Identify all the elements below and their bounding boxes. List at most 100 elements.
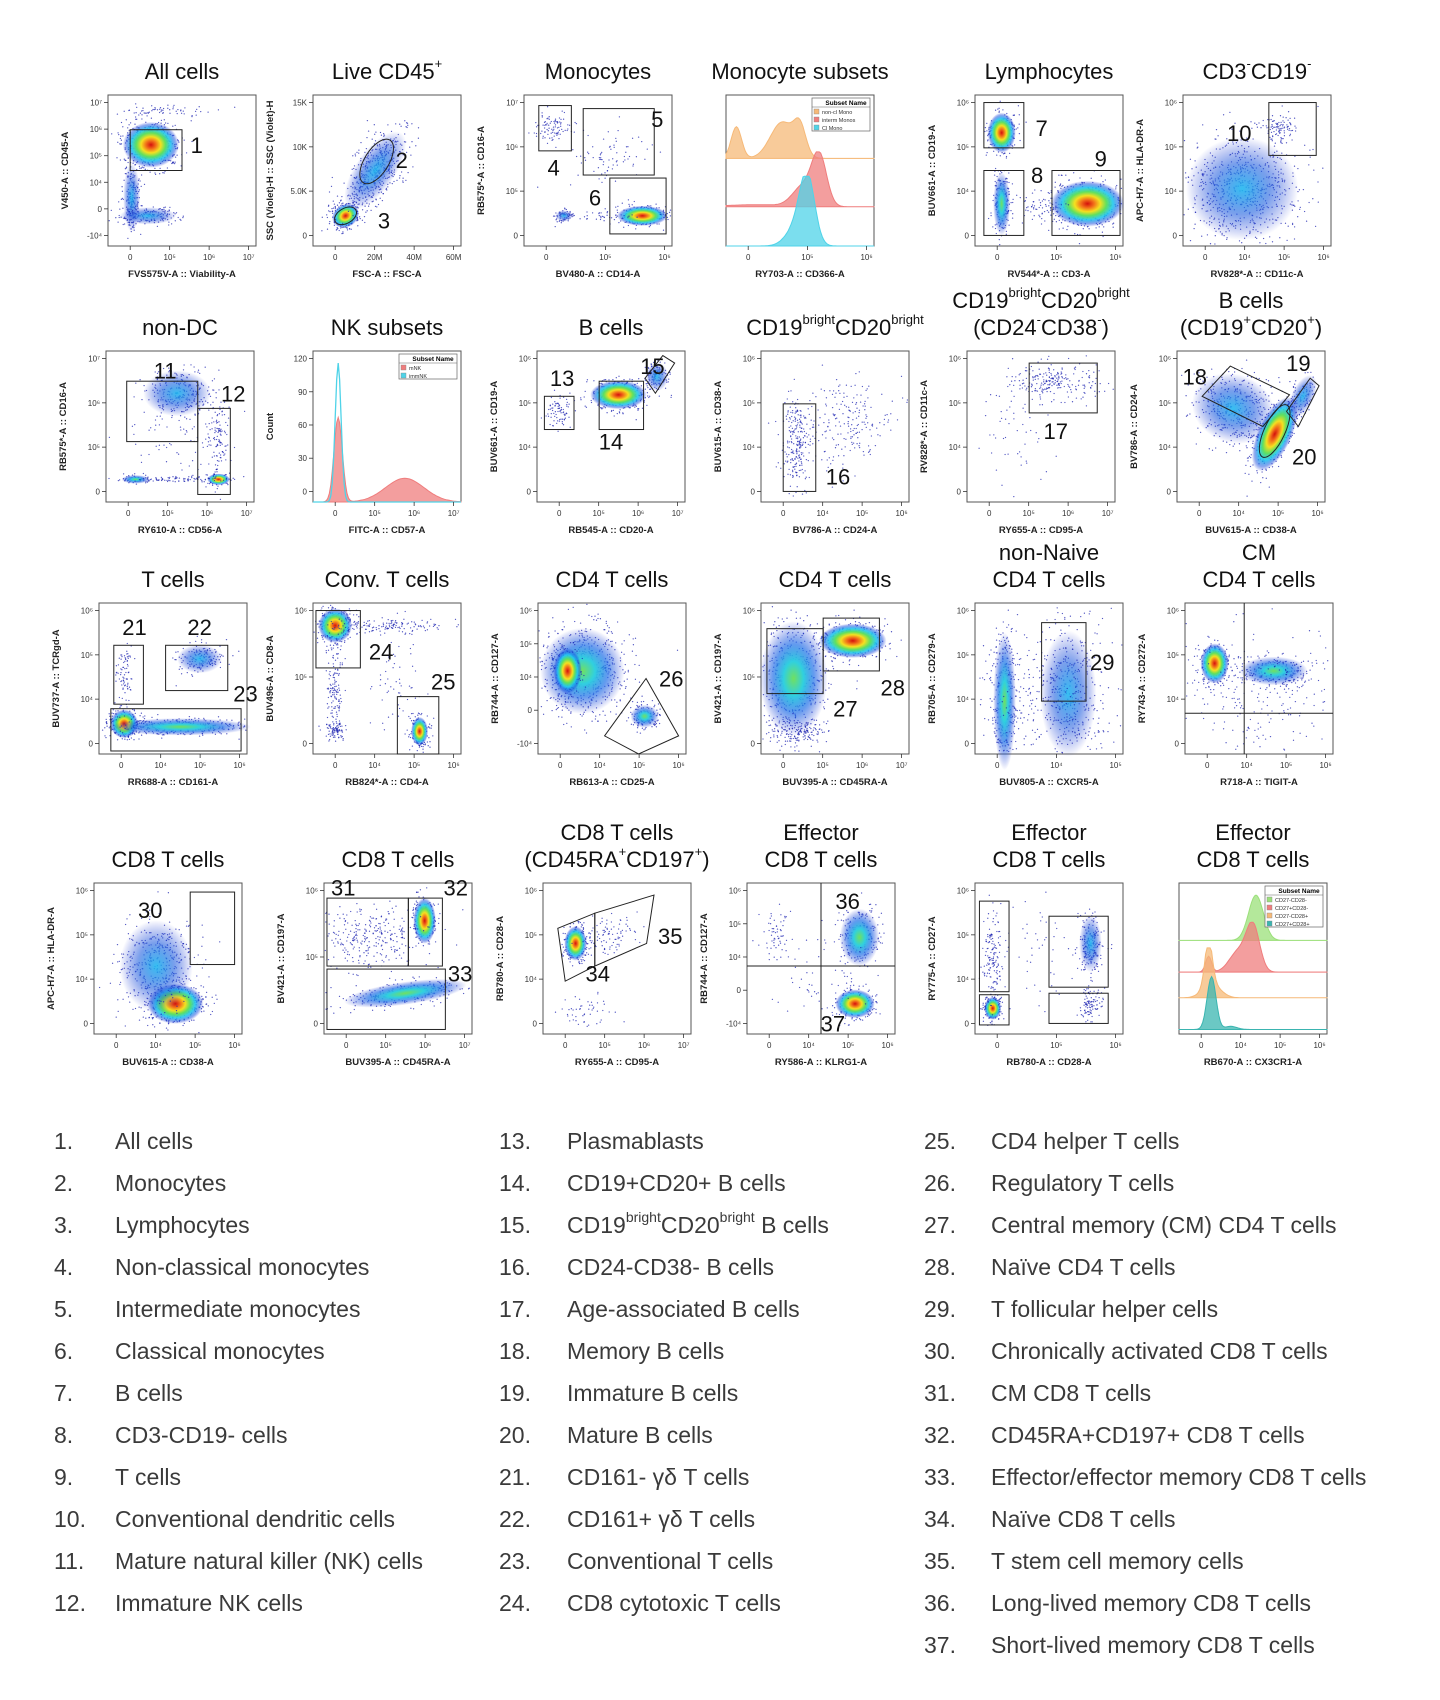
- list-label: Effector/effector memory CD8 T cells: [991, 1462, 1366, 1492]
- list-label-text: CD19+CD20+ B cells: [567, 1170, 786, 1196]
- gate[interactable]: [1028, 362, 1098, 414]
- gate[interactable]: [978, 994, 1010, 1026]
- x-tick-label: 0: [1197, 509, 1202, 518]
- density-core: [177, 644, 223, 674]
- gate[interactable]: [165, 644, 229, 692]
- y-axis-label: RB744-A :: CD127-A: [699, 913, 710, 1004]
- y-tick-label: 10⁵: [1165, 143, 1177, 152]
- gate[interactable]: [1041, 622, 1087, 702]
- x-tick-label: 10⁵: [1050, 253, 1062, 262]
- gate[interactable]: [1048, 915, 1109, 988]
- gate[interactable]: [1051, 170, 1121, 236]
- gate-number: 23: [233, 682, 257, 707]
- x-tick-label: 10⁵: [842, 1041, 854, 1050]
- panel-title: T cells: [53, 566, 293, 593]
- list-number: 10.: [54, 1506, 86, 1532]
- legend-item-label: Cl Mono: [822, 126, 842, 132]
- gate[interactable]: [407, 897, 443, 967]
- list-label-text: Naïve CD8 T cells: [991, 1506, 1176, 1532]
- gate[interactable]: [822, 617, 880, 672]
- list-number: 15.: [499, 1212, 531, 1238]
- plot-frame: [966, 350, 1116, 503]
- gate[interactable]: [603, 677, 680, 755]
- density-core: [119, 207, 177, 225]
- gate[interactable]: [978, 900, 1010, 993]
- gate[interactable]: [315, 610, 361, 669]
- list-label-text: CD4 helper T cells: [991, 1128, 1180, 1154]
- gate[interactable]: [332, 203, 360, 228]
- legend-item-label: immNK: [409, 374, 427, 380]
- y-tick-label: 10⁴: [957, 187, 970, 196]
- x-tick-label: 10⁷: [1102, 509, 1114, 518]
- list-label: Plasmablasts: [567, 1126, 704, 1156]
- x-tick-label: 10⁵: [1274, 1041, 1286, 1050]
- title-text: All cells: [144, 59, 220, 84]
- legend-swatch: [1266, 904, 1273, 911]
- histogram-legend: Subset Name mNK immNK: [398, 353, 458, 380]
- gate[interactable]: [396, 696, 440, 755]
- x-tick-label: 10⁶: [419, 1041, 431, 1050]
- gate[interactable]: [538, 105, 572, 152]
- gate[interactable]: [129, 129, 183, 171]
- y-tick-label: 10K: [293, 143, 308, 152]
- gate[interactable]: [582, 108, 655, 176]
- gate[interactable]: [1048, 992, 1109, 1024]
- list-label: Age-associated B cells: [567, 1294, 800, 1324]
- density-core: [993, 632, 1016, 771]
- legend-item-label: interm Monos: [822, 118, 856, 124]
- list-label: CD8 cytotoxic T cells: [567, 1588, 781, 1618]
- gate-number: 9: [1095, 146, 1107, 171]
- gate[interactable]: [1253, 401, 1296, 462]
- gate[interactable]: [1201, 365, 1291, 428]
- title-text: -: [1307, 56, 1312, 71]
- y-tick-label: 0: [957, 487, 962, 496]
- density-core: [819, 623, 887, 658]
- x-tick-label: 0: [1205, 761, 1210, 770]
- density-core: [993, 172, 1011, 236]
- panel-title: B cells: [491, 314, 731, 341]
- gate[interactable]: [353, 134, 400, 189]
- gate[interactable]: [782, 403, 817, 492]
- y-tick-label: 10⁵: [90, 152, 102, 161]
- gate[interactable]: [983, 102, 1025, 149]
- list-label-text: Age-associated B cells: [567, 1296, 800, 1322]
- gate-number: 34: [586, 962, 610, 987]
- gate-number: 8: [1031, 163, 1043, 188]
- gate[interactable]: [609, 177, 667, 235]
- x-tick-label: 10⁴: [593, 761, 606, 770]
- gate[interactable]: [594, 894, 655, 967]
- gate-number: 33: [448, 962, 472, 987]
- gate[interactable]: [113, 644, 144, 705]
- y-tick-label: 10⁴: [949, 443, 962, 452]
- density-core: [121, 475, 150, 484]
- y-axis-label: RV828*-A :: CD11c-A: [919, 380, 930, 473]
- x-tick-label: 0: [995, 1041, 1000, 1050]
- gate[interactable]: [110, 708, 242, 752]
- gate[interactable]: [197, 407, 231, 495]
- x-axis-label: RB780-A :: CD28-A: [1006, 1057, 1091, 1068]
- x-tick-label: 10⁵: [408, 761, 420, 770]
- legend-swatch: [400, 372, 407, 379]
- y-axis-label: BUV661-A :: CD19-A: [489, 381, 500, 473]
- gate[interactable]: [598, 380, 645, 431]
- gate[interactable]: [326, 968, 446, 1030]
- y-axis-label: BV421-A :: CD197-A: [713, 633, 724, 723]
- title-text: CD4 T cells: [778, 567, 892, 592]
- y-tick-label: 10⁴: [957, 695, 970, 704]
- gate[interactable]: [543, 395, 575, 431]
- y-tick-label: 10⁴: [90, 178, 103, 187]
- list-number: 9.: [54, 1464, 74, 1490]
- density-core: [987, 112, 1016, 153]
- gate[interactable]: [983, 170, 1025, 236]
- y-tick-label: 10⁴: [76, 975, 89, 984]
- list-number: 26.: [924, 1170, 956, 1196]
- gate[interactable]: [1285, 377, 1320, 428]
- x-tick-label: 10⁶: [895, 509, 907, 518]
- x-tick-label: 10⁶: [672, 761, 684, 770]
- gate[interactable]: [1268, 102, 1317, 156]
- gate[interactable]: [189, 891, 236, 966]
- list-label-text: Immature B cells: [567, 1380, 739, 1406]
- gate[interactable]: [644, 354, 676, 395]
- gate-number: 3: [378, 208, 390, 233]
- y-tick-label: 10⁵: [295, 673, 307, 682]
